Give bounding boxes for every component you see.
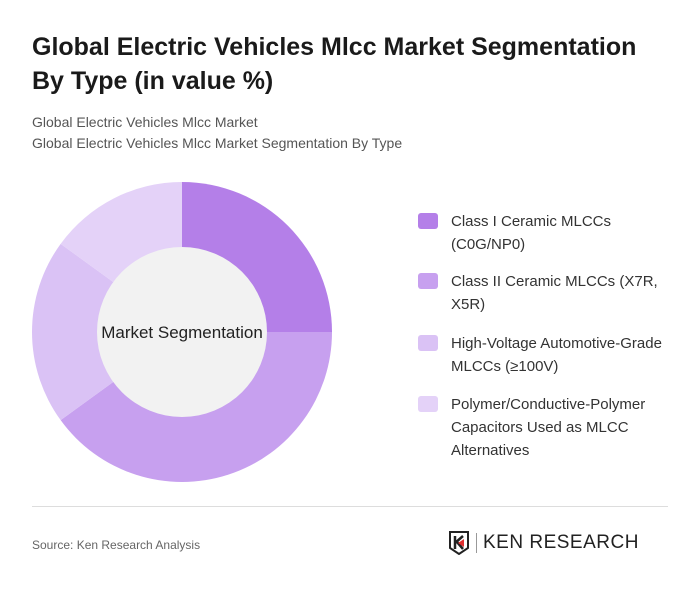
legend-swatch [418, 213, 438, 229]
ken-logo-icon [449, 531, 469, 555]
legend-swatch [418, 273, 438, 289]
subtitle-market: Global Electric Vehicles Mlcc Market [32, 114, 258, 130]
legend-item: Class II Ceramic MLCCs (X7R, X5R) [418, 270, 678, 316]
divider [32, 506, 668, 507]
legend-swatch [418, 396, 438, 412]
legend-label: Class I Ceramic MLCCs (C0G/NP0) [451, 213, 612, 253]
chart-title: Global Electric Vehicles Mlcc Market Seg… [32, 33, 637, 95]
legend-swatch [418, 335, 438, 351]
ken-research-logo: KEN RESEARCH [448, 531, 639, 555]
legend-label: Class II Ceramic MLCCs (X7R, X5R) [451, 273, 658, 313]
source-note: Source: Ken Research Analysis [32, 538, 201, 552]
subtitle-segmentation: Global Electric Vehicles Mlcc Market Seg… [32, 135, 403, 151]
legend-item: Polymer/Conductive-Polymer Capacitors Us… [418, 393, 678, 462]
legend-item: Class I Ceramic MLCCs (C0G/NP0) [418, 210, 678, 256]
legend-label: High-Voltage Automotive-Grade MLCCs (≥10… [451, 335, 662, 375]
logo-text: KEN RESEARCH [476, 533, 639, 553]
donut-center [97, 247, 267, 417]
legend-label: Polymer/Conductive-Polymer Capacitors Us… [451, 396, 646, 459]
donut-chart: Market Segmentation [31, 182, 332, 482]
legend-item: High-Voltage Automotive-Grade MLCCs (≥10… [418, 332, 678, 378]
center-label: Market Segmentation [101, 323, 263, 342]
